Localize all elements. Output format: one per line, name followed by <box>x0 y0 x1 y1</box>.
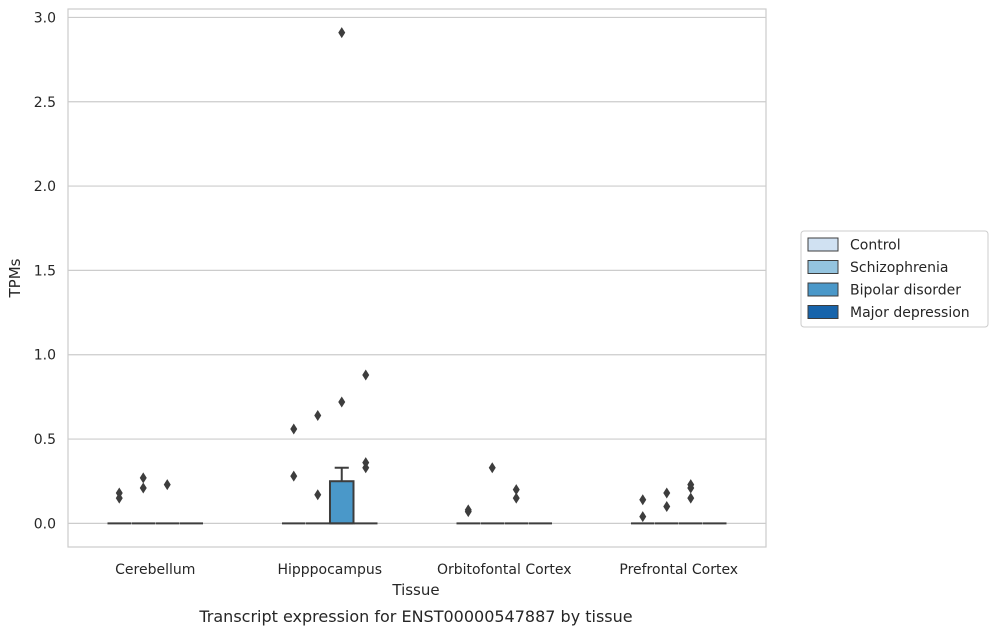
outlier-point <box>314 489 322 501</box>
box-group <box>282 423 306 525</box>
chart-caption: Transcript expression for ENST0000054788… <box>198 607 632 626</box>
x-axis-ticks: Cerebellum Hipppocampus Orbitofontal Corte… <box>115 562 738 578</box>
outlier-point <box>687 479 695 491</box>
x-tick-label: Orbitofontal Cortex <box>437 562 572 578</box>
y-tick-label: 2.5 <box>34 95 56 111</box>
box-group <box>155 479 180 525</box>
box-group <box>631 494 655 525</box>
outlier-point <box>687 492 695 504</box>
outlier-point <box>512 492 520 504</box>
y-tick-label: 1.5 <box>34 263 56 279</box>
outlier-point <box>639 494 647 506</box>
outlier-point <box>512 484 520 496</box>
outlier-point <box>362 369 370 381</box>
legend-label: Bipolar disorder <box>850 283 961 299</box>
outlier-point <box>314 409 322 421</box>
y-tick-label: 0.5 <box>34 432 56 448</box>
legend-label: Control <box>850 238 901 254</box>
legend-frame <box>800 230 989 328</box>
box-group <box>480 462 505 525</box>
x-tick-label: Cerebellum <box>115 562 195 578</box>
box-group <box>328 27 355 525</box>
outlier-point <box>362 457 370 469</box>
box-group <box>678 479 703 525</box>
y-tick-label: 1.0 <box>34 348 56 364</box>
outlier-point <box>663 487 671 499</box>
box-group <box>107 487 132 525</box>
legend-swatch <box>807 237 839 252</box>
outlier-point <box>639 511 647 523</box>
y-tick-label: 2.0 <box>34 179 56 195</box>
legend-label: Schizophrenia <box>850 260 948 276</box>
plot-area-frame <box>67 8 767 548</box>
y-tick-label: 0.0 <box>34 516 56 532</box>
y-axis-ticks: 0.0 0.5 1.0 1.5 2.0 2.5 3.0 <box>34 10 56 532</box>
outlier-point <box>488 462 496 474</box>
outlier-point <box>115 487 123 499</box>
x-tick-label: Hipppocampus <box>277 562 382 578</box>
y-axis-title: TPMs <box>6 258 24 298</box>
box <box>328 480 355 525</box>
outlier-point <box>338 27 346 39</box>
box-group <box>654 487 679 525</box>
outlier-point <box>139 482 147 494</box>
legend: Control Schizophrenia Bipolar disorder Majo… <box>800 230 989 328</box>
box-group <box>131 472 156 525</box>
legend-swatch <box>807 260 839 274</box>
box-group <box>353 369 378 525</box>
x-tick-label: Prefrontal Cortex <box>619 562 738 578</box>
outlier-point <box>290 423 298 435</box>
outlier-point <box>139 472 147 484</box>
box-group <box>504 484 529 525</box>
legend-swatch <box>807 305 839 319</box>
legend-label: Major depression <box>850 305 970 321</box>
outlier-point <box>464 504 472 516</box>
outlier-point <box>663 501 671 513</box>
x-axis-title: Tissue <box>391 581 439 599</box>
y-tick-label: 3.0 <box>34 10 56 26</box>
outlier-point <box>290 470 298 482</box>
outlier-point <box>338 396 346 408</box>
outlier-point <box>163 479 171 491</box>
box-group <box>305 409 330 525</box>
gridlines <box>68 16 766 524</box>
box-group <box>456 504 481 525</box>
boxes-layer <box>107 27 727 525</box>
legend-swatch <box>807 282 839 297</box>
